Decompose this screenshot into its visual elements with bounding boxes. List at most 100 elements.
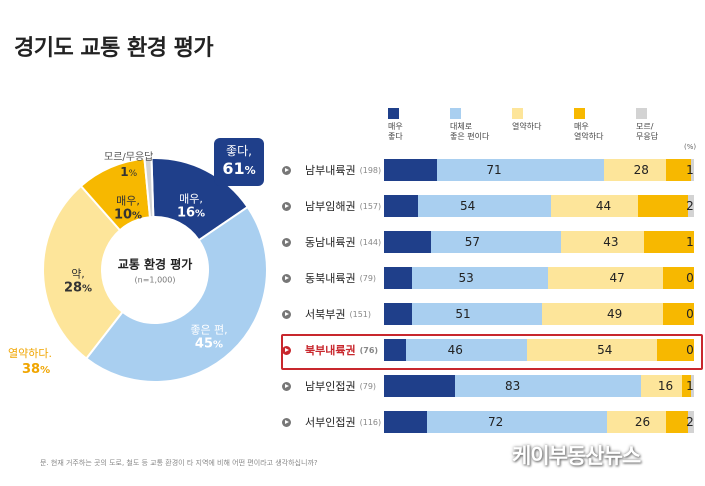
slice-label-unknown: 모르/무응답 1%: [104, 152, 154, 179]
row-count: (144): [359, 237, 382, 247]
bar-segment: [551, 195, 639, 217]
bar-segment: [607, 411, 667, 433]
bar-row: 54 44 2: [384, 195, 694, 217]
bar-segment: [663, 303, 694, 325]
play-bullet-icon: [282, 237, 291, 247]
bar-legend: 매우 좋다 대체로 좋은 편이다 열약하다 매우 열악하다 모르/무응답: [388, 108, 700, 148]
play-bullet-icon: [282, 309, 291, 319]
row-label: 남부인접권 (79): [282, 376, 376, 396]
bar-value-label: 1: [686, 163, 694, 177]
legend-item: 매우 좋다: [388, 108, 403, 142]
row-category: 남부임해권: [305, 200, 356, 213]
bar-row: 51 49 0: [384, 303, 694, 325]
bar-segment: [641, 375, 682, 397]
legend-label: 무응답: [636, 132, 659, 141]
bar-value-label: 51: [455, 307, 471, 321]
row-category: 북부내륙권: [305, 344, 356, 357]
bar-value-label: 2: [686, 415, 694, 429]
legend-swatch: [388, 108, 399, 119]
bar-segment: [436, 159, 605, 181]
row-label: 남부내륙권 (198): [282, 160, 381, 180]
row-label: 남부임해권 (157): [282, 196, 381, 216]
bad-total-label: 열약하다. 38%: [8, 347, 52, 377]
donut-title: 교통 환경 평가: [117, 257, 193, 272]
bar-value-label: 46: [447, 343, 463, 357]
bar-segment: [430, 231, 561, 253]
row-category: 남부내륙권: [305, 164, 356, 177]
bar-segment: [681, 375, 691, 397]
unit-label: (%): [684, 143, 697, 151]
bar-segment: [411, 267, 549, 289]
legend-label: 매우: [574, 122, 589, 131]
page-title: 경기도 교통 환경 평가: [14, 36, 214, 61]
bar-segment: [656, 339, 694, 361]
bar-value-label: 26: [634, 415, 651, 429]
bar-segment: [690, 375, 694, 397]
row-count: (151): [349, 309, 371, 319]
watermark-logo: 케이부동산뉴스: [512, 444, 641, 468]
legend-label: 대체로: [450, 122, 473, 131]
donut-slice-bad: [42, 184, 124, 360]
play-bullet-icon: [282, 201, 291, 211]
bar-segment: [384, 231, 431, 253]
bar-row: 72 26 2: [384, 411, 694, 433]
row-count: (79): [359, 381, 377, 391]
row-category: 서북부권: [305, 308, 346, 321]
row-count: (116): [359, 417, 382, 427]
bar-value-label: 43: [603, 235, 619, 249]
play-bullet-icon: [282, 345, 291, 355]
bar-segment: [690, 159, 694, 181]
row-label: 동북내륙권 (79): [282, 268, 376, 288]
row-count: (76): [359, 345, 379, 355]
bar-value-label: 53: [458, 271, 474, 285]
bar-segment: [687, 411, 694, 433]
bar-segment: [560, 231, 645, 253]
bar-segment: [384, 339, 406, 361]
bar-segment: [455, 375, 642, 397]
bar-value-label: 72: [487, 415, 504, 429]
bar-value-label: 71: [486, 163, 502, 177]
donut-slice-unknown: [143, 157, 155, 219]
legend-label: 매우: [388, 122, 403, 131]
slice-label-very-bad: 매우, 10%: [113, 194, 143, 223]
row-count: (198): [359, 165, 382, 175]
legend-label: 열악하다: [574, 132, 604, 141]
donut-chart: [42, 157, 268, 383]
bar-value-label: 47: [609, 271, 625, 285]
bar-row: 53 47 0: [384, 267, 694, 289]
bar-segment: [644, 231, 694, 253]
slice-label-bad: 약, 28%: [63, 267, 93, 296]
row-count: (79): [359, 273, 377, 283]
row-count: (157): [359, 201, 382, 211]
legend-item: 대체로 좋은 편이다: [450, 108, 489, 142]
bar-value-label: 57: [464, 235, 480, 249]
row-category: 남부인접권: [305, 380, 356, 393]
row-category: 서부인접권: [305, 416, 356, 429]
bar-value-label: 16: [657, 379, 674, 393]
row-category: 동북내륙권: [305, 272, 356, 285]
donut-sample-size: (n=1,000): [134, 275, 176, 285]
bar-value-label: 54: [597, 343, 613, 357]
legend-swatch: [636, 108, 647, 119]
bar-segment: [384, 303, 412, 325]
bar-value-label: 1: [686, 379, 694, 393]
bar-value-label: 1: [686, 235, 694, 249]
bar-row: 46 54 0: [384, 339, 694, 361]
slice-label-very-good: 매우, 16%: [176, 192, 206, 221]
bar-segment: [418, 195, 552, 217]
good-total-badge: 좋다, 61%: [214, 138, 264, 186]
highlight-box: [281, 334, 703, 370]
row-label: 서북부권 (151): [282, 304, 371, 324]
bar-value-label: 0: [686, 343, 694, 357]
legend-item: 열약하다: [512, 108, 541, 132]
bar-segment: [663, 267, 694, 289]
play-bullet-icon: [282, 417, 291, 427]
bar-row: 83 16 1: [384, 375, 694, 397]
bar-segment: [384, 195, 419, 217]
bar-segment: [542, 303, 663, 325]
row-category: 동남내륙권: [305, 236, 356, 249]
donut-slice-good: [84, 205, 268, 383]
play-bullet-icon: [282, 165, 291, 175]
bar-segment: [687, 195, 694, 217]
bar-segment: [666, 159, 691, 181]
